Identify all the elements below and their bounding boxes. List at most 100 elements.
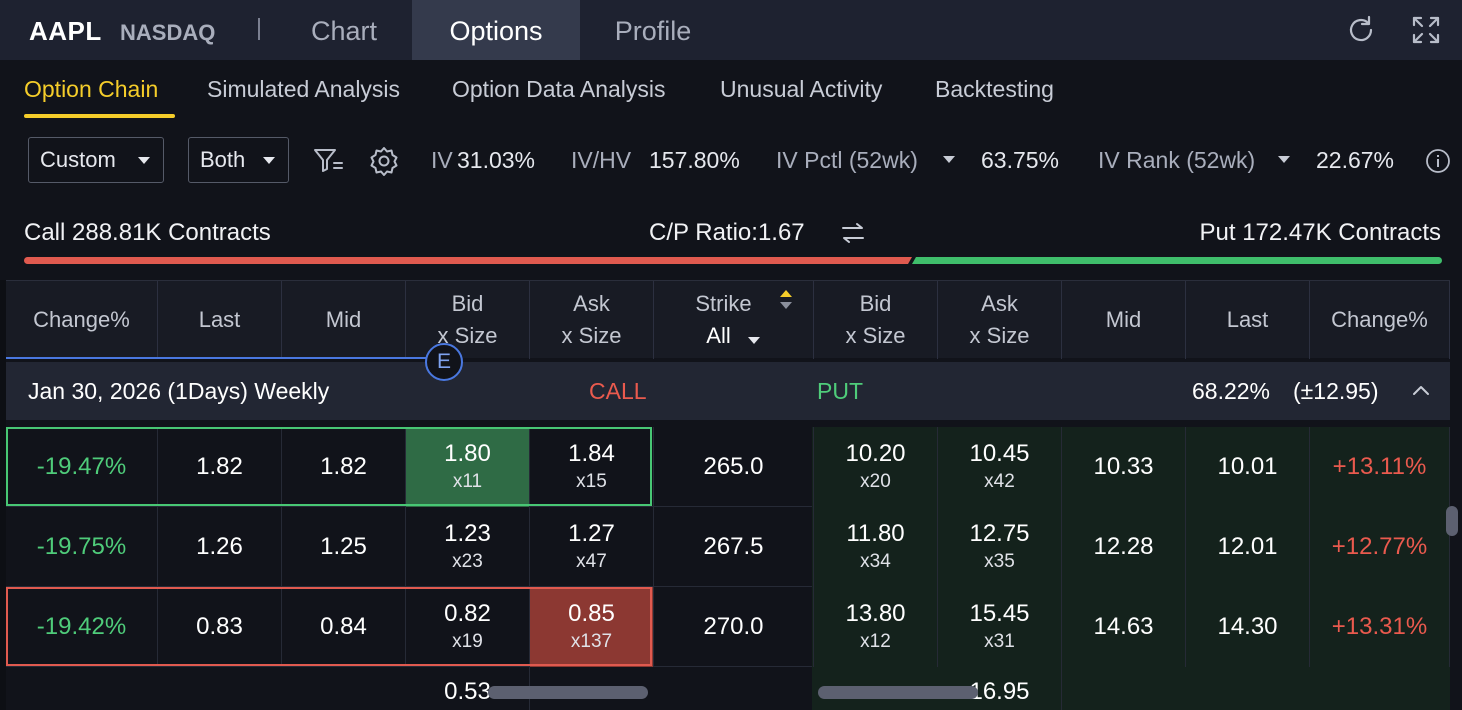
- settings-icon[interactable]: [368, 145, 400, 177]
- caret-down-icon: [748, 337, 760, 344]
- col-strike[interactable]: Strike All: [654, 281, 814, 359]
- header-label: x Size: [845, 323, 906, 348]
- sort-asc-icon[interactable]: [780, 290, 792, 297]
- size: x11: [452, 471, 483, 492]
- range-dropdown[interactable]: Custom: [28, 137, 164, 183]
- call-change: -19.75%: [6, 507, 158, 587]
- col-call-change[interactable]: Change%: [6, 281, 158, 359]
- filter-icon[interactable]: [313, 147, 345, 175]
- header-label: Last: [198, 307, 241, 332]
- col-put-mid[interactable]: Mid: [1062, 281, 1186, 359]
- put-ask[interactable]: 10.45 x42: [938, 427, 1062, 507]
- size: x42: [984, 471, 1015, 492]
- put-horizontal-scrollbar[interactable]: [818, 686, 978, 699]
- col-put-last[interactable]: Last: [1186, 281, 1310, 359]
- subtab-backtesting[interactable]: Backtesting: [935, 76, 1054, 102]
- subtab-option-chain[interactable]: Option Chain: [24, 76, 159, 102]
- header-label: Ask: [981, 291, 1018, 316]
- table-header: Change% Last Mid Bid x Size Ask x Size Str…: [6, 280, 1450, 359]
- call-horizontal-scrollbar[interactable]: [488, 686, 648, 699]
- info-icon[interactable]: [1425, 148, 1451, 174]
- table-row[interactable]: 0.53 16.95: [6, 667, 1450, 710]
- chevron-up-icon[interactable]: [1411, 383, 1431, 397]
- iv-percentile-dropdown[interactable]: IV Pctl (52wk): [776, 147, 918, 173]
- call-mid: 0.84: [282, 587, 406, 667]
- price: 11.80: [846, 520, 905, 547]
- col-call-ask[interactable]: Ask x Size: [530, 281, 654, 359]
- put-change: +12.77%: [1310, 507, 1450, 587]
- subtab-simulated-analysis[interactable]: Simulated Analysis: [207, 76, 401, 102]
- col-call-last[interactable]: Last: [158, 281, 282, 359]
- call-mid: 1.82: [282, 427, 406, 507]
- price: 0.85: [568, 600, 615, 627]
- table-row[interactable]: -19.47% 1.82 1.82 1.80 x11 1.84 x15 265.0 …: [6, 427, 1450, 507]
- header-label: x Size: [561, 323, 622, 348]
- put-change: +13.11%: [1310, 427, 1450, 507]
- iv-rank-dropdown[interactable]: IV Rank (52wk): [1098, 147, 1256, 173]
- call-ask[interactable]: 0.85 x137: [530, 587, 654, 667]
- put-contracts: Put 172.47K Contracts: [1199, 219, 1441, 246]
- col-put-bid[interactable]: Bid x Size: [814, 281, 938, 359]
- call-bid[interactable]: 1.23 x23: [406, 507, 530, 587]
- call-ask[interactable]: 1.84 x15: [530, 427, 654, 507]
- call-last: 1.82: [158, 427, 282, 507]
- price: 1.84: [568, 440, 615, 467]
- tab-profile[interactable]: Profile: [614, 16, 692, 46]
- caret-down-icon: [138, 157, 150, 164]
- put-side-label: PUT: [817, 378, 863, 404]
- call-ask[interactable]: 1.27 x47: [530, 507, 654, 587]
- put-mid: 10.33: [1062, 427, 1186, 507]
- sort-desc-icon[interactable]: [780, 302, 792, 309]
- col-call-bid[interactable]: Bid x Size: [406, 281, 530, 359]
- side-dropdown[interactable]: Both: [188, 137, 289, 183]
- expiry-group-header[interactable]: [6, 362, 1450, 420]
- iv-rank-value: 22.67%: [1316, 147, 1395, 173]
- swap-icon[interactable]: [840, 222, 866, 244]
- left-edge: [0, 280, 6, 710]
- col-put-change[interactable]: Change%: [1310, 281, 1450, 359]
- price: 1.80: [444, 440, 491, 467]
- header-label: Bid: [451, 291, 484, 316]
- header-label: x Size: [969, 323, 1030, 348]
- price: 13.80: [845, 600, 906, 627]
- call-mid: 1.25: [282, 507, 406, 587]
- col-call-mid[interactable]: Mid: [282, 281, 406, 359]
- price: 16.95: [969, 678, 1030, 705]
- size: x35: [984, 551, 1015, 572]
- caret-down-icon: [1278, 156, 1290, 163]
- refresh-icon[interactable]: [1345, 14, 1377, 46]
- strike: 265.0: [654, 427, 814, 507]
- put-ask[interactable]: 15.45 x31: [938, 587, 1062, 667]
- subtab-unusual-activity[interactable]: Unusual Activity: [720, 76, 883, 102]
- subtab-option-data-analysis[interactable]: Option Data Analysis: [452, 76, 666, 102]
- caret-down-icon: [263, 157, 275, 164]
- call-bid[interactable]: 0.82 x19: [406, 587, 530, 667]
- iv-label: IV: [431, 147, 453, 173]
- put-ask[interactable]: 16.95: [938, 667, 1062, 710]
- call-bid[interactable]: 1.80 x11: [406, 427, 530, 507]
- side-dropdown-label: Both: [200, 147, 246, 172]
- expiry-label: Jan 30, 2026 (1Days) Weekly: [28, 378, 330, 404]
- size: x15: [576, 471, 607, 492]
- fullscreen-icon[interactable]: [1410, 14, 1442, 46]
- price: 0.53: [444, 678, 491, 705]
- table-row[interactable]: -19.75% 1.26 1.25 1.23 x23 1.27 x47 267.5 …: [6, 507, 1450, 587]
- range-dropdown-label: Custom: [40, 147, 116, 172]
- put-bid[interactable]: 13.80 x12: [814, 587, 938, 667]
- put-bid[interactable]: 11.80 x34: [814, 507, 938, 587]
- size: x20: [860, 471, 891, 492]
- tab-chart[interactable]: Chart: [310, 16, 378, 46]
- divider: [258, 18, 260, 40]
- put-bid[interactable]: 10.20 x20: [814, 427, 938, 507]
- header-label: Ask: [573, 291, 610, 316]
- vertical-scrollbar[interactable]: [1446, 506, 1458, 536]
- strike-filter-dropdown[interactable]: All: [706, 323, 731, 348]
- size: x23: [452, 551, 483, 572]
- tab-options[interactable]: Options: [412, 0, 580, 60]
- price: 0.82: [444, 600, 491, 627]
- call-side-label: CALL: [589, 378, 647, 404]
- col-put-ask[interactable]: Ask x Size: [938, 281, 1062, 359]
- put-ask[interactable]: 12.75 x35: [938, 507, 1062, 587]
- call-contracts: Call 288.81K Contracts: [24, 219, 271, 246]
- table-row[interactable]: -19.42% 0.83 0.84 0.82 x19 0.85 x137 270.0…: [6, 587, 1450, 667]
